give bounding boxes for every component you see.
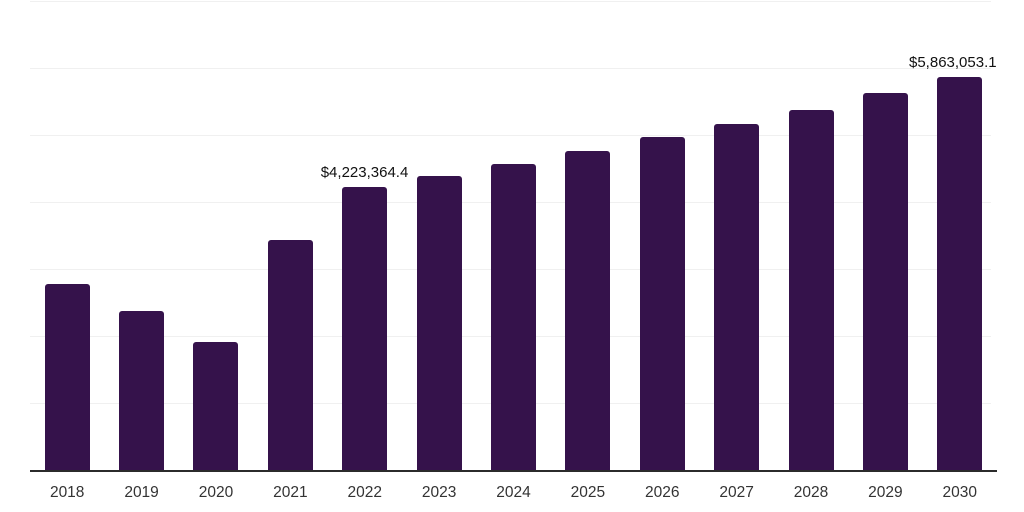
bar-2029[interactable] [862,93,908,470]
bar-2020[interactable] [193,341,239,470]
gridline [30,68,991,69]
bar-2025[interactable] [565,151,611,470]
bar-2019[interactable] [119,310,165,470]
x-tick-2026: 2026 [645,484,680,501]
x-tick-2020: 2020 [198,484,234,501]
x-tick-2023: 2023 [421,484,457,501]
bar-2027[interactable] [714,124,760,470]
bar-2026[interactable] [639,137,685,470]
bar-2022[interactable] [342,187,388,470]
x-tick-2029: 2029 [868,484,903,501]
x-tick-2028: 2028 [793,484,829,501]
x-axis-line [30,470,997,472]
bar-2028[interactable] [788,110,834,470]
bar-2030[interactable] [937,77,983,470]
x-tick-2019: 2019 [124,484,159,501]
x-tick-2018: 2018 [49,484,85,501]
bar-2018[interactable] [44,283,90,470]
x-tick-2021: 2021 [273,484,308,501]
x-tick-2025: 2025 [570,484,606,501]
bar-2024[interactable] [491,164,536,470]
bar-2021[interactable] [267,239,313,470]
gridline [30,135,991,136]
x-tick-2030: 2030 [942,484,978,501]
bar-value-label-2030: $5,863,053.1 [909,54,997,72]
x-tick-2022: 2022 [347,484,382,501]
bar-value-label-2022: $4,223,364.4 [320,164,409,182]
x-tick-2027: 2027 [719,484,754,501]
bar-2023[interactable] [416,175,462,470]
x-tick-2024: 2024 [496,484,531,501]
gridline [30,1,991,2]
